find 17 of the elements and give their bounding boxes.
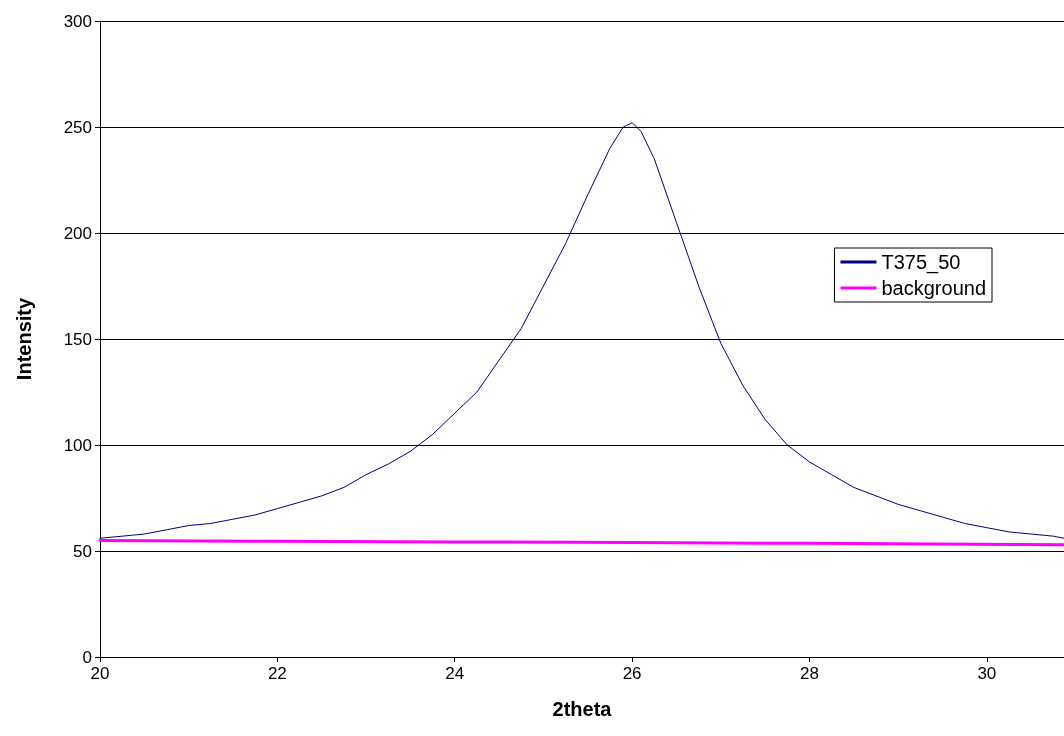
- y-tick-label: 300: [63, 11, 92, 31]
- legend-label: T375_50: [881, 251, 961, 274]
- x-tick-label: 24: [445, 664, 465, 683]
- x-tick-label: 26: [622, 664, 642, 683]
- x-tick-label: 30: [977, 664, 997, 683]
- y-tick-label: 0: [82, 647, 92, 667]
- y-axis-title: Intensity: [13, 297, 35, 381]
- y-tick-label: 50: [73, 541, 92, 561]
- x-tick-label: 22: [267, 664, 287, 683]
- x-tick-label: 28: [800, 664, 819, 683]
- x-axis-title: 2theta: [552, 698, 613, 720]
- y-tick-label: 250: [63, 117, 92, 137]
- y-tick-label: 150: [63, 329, 92, 349]
- y-tick-label: 100: [63, 435, 92, 455]
- legend-label: background: [881, 277, 987, 299]
- x-tick-label: 20: [90, 664, 110, 683]
- y-tick-label: 200: [63, 223, 92, 243]
